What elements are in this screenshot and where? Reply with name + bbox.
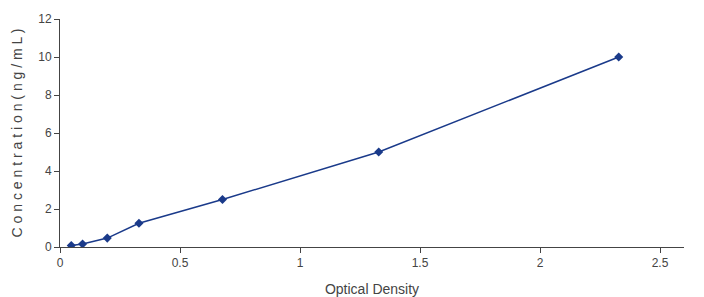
svg-text:1.5: 1.5	[412, 256, 429, 270]
svg-text:6: 6	[45, 126, 52, 140]
svg-text:1: 1	[297, 256, 304, 270]
svg-text:10: 10	[38, 50, 52, 64]
svg-text:4: 4	[45, 164, 52, 178]
svg-text:12: 12	[38, 12, 52, 26]
svg-text:2.5: 2.5	[652, 256, 669, 270]
svg-text:2: 2	[45, 202, 52, 216]
svg-text:2: 2	[537, 256, 544, 270]
svg-text:0: 0	[57, 256, 64, 270]
svg-text:Optical Density: Optical Density	[325, 281, 419, 297]
svg-text:0: 0	[45, 240, 52, 254]
svg-text:C o n c e n t r a t i o n ( n: C o n c e n t r a t i o n ( n g / m L )	[9, 29, 25, 238]
svg-text:0.5: 0.5	[172, 256, 189, 270]
svg-text:8: 8	[45, 88, 52, 102]
